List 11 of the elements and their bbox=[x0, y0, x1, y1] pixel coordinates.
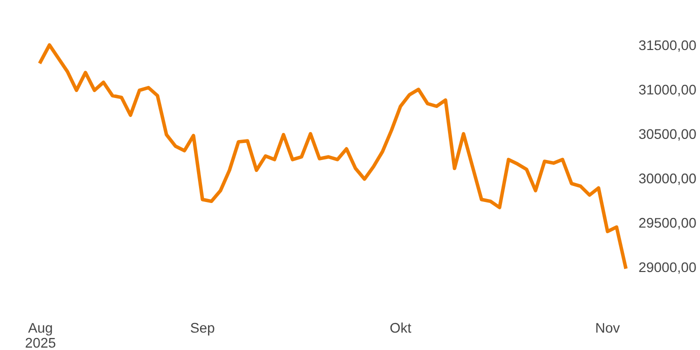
y-tick-label: 30000,00 bbox=[639, 174, 696, 186]
x-tick-label: Sep bbox=[190, 322, 214, 336]
y-tick-label: 29000,00 bbox=[639, 262, 696, 274]
y-tick-label: 31000,00 bbox=[639, 84, 696, 96]
line-series bbox=[38, 43, 628, 269]
x-tick-label: Nov bbox=[596, 323, 620, 333]
x-tick-label: Aug 2025 bbox=[26, 323, 56, 348]
y-tick-label: 31500,00 bbox=[639, 40, 696, 52]
y-tick-label: 30500,00 bbox=[639, 129, 696, 141]
y-tick-label: 29500,00 bbox=[639, 218, 696, 230]
x-tick-label: Okt bbox=[390, 322, 412, 333]
